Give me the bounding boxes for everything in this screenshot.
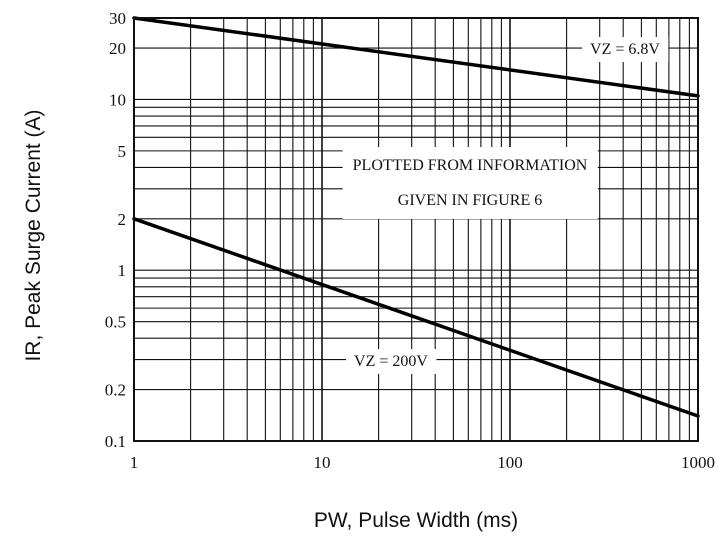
series-label-background-0 xyxy=(582,37,669,62)
series-label-vz-6-8v: VZ = 6.8V xyxy=(590,41,660,58)
label-boxes xyxy=(342,37,669,374)
x-tick-label: 10 xyxy=(314,453,331,472)
x-tick-label: 100 xyxy=(497,453,523,472)
series-label-background-1 xyxy=(346,349,437,374)
y-tick-label: 5 xyxy=(118,142,127,161)
plot-frame xyxy=(133,17,699,442)
series-line-0 xyxy=(132,16,700,98)
y-tick-label: 0.1 xyxy=(105,432,126,451)
y-tick-label: 2 xyxy=(118,210,127,229)
annotation-line-2: GIVEN IN FIGURE 6 xyxy=(398,192,542,209)
y-axis-label: IR, Peak Surge Current (A) xyxy=(22,109,45,361)
y-tick-label: 0.2 xyxy=(105,381,126,400)
tick-labels: 1 10 100 1000 0.1 0.2 0.5 1 2 5 10 20 30 xyxy=(105,9,715,472)
annotation-background xyxy=(342,147,598,219)
y-tick-label: 0.5 xyxy=(105,313,126,332)
y-tick-label: 20 xyxy=(109,39,126,58)
series-label-vz-200v: VZ = 200V xyxy=(354,353,428,370)
grid xyxy=(134,18,698,441)
x-tick-label: 1000 xyxy=(681,453,715,472)
x-tick-label: 1 xyxy=(130,453,139,472)
y-tick-label: 1 xyxy=(118,261,127,280)
y-tick-label: 10 xyxy=(109,90,126,109)
series-lines xyxy=(132,16,700,418)
series-line-1 xyxy=(132,217,700,418)
y-tick-label: 30 xyxy=(109,9,126,28)
x-axis-label: PW, Pulse Width (ms) xyxy=(314,509,518,532)
annotation-line-1: PLOTTED FROM INFORMATION xyxy=(353,157,588,174)
